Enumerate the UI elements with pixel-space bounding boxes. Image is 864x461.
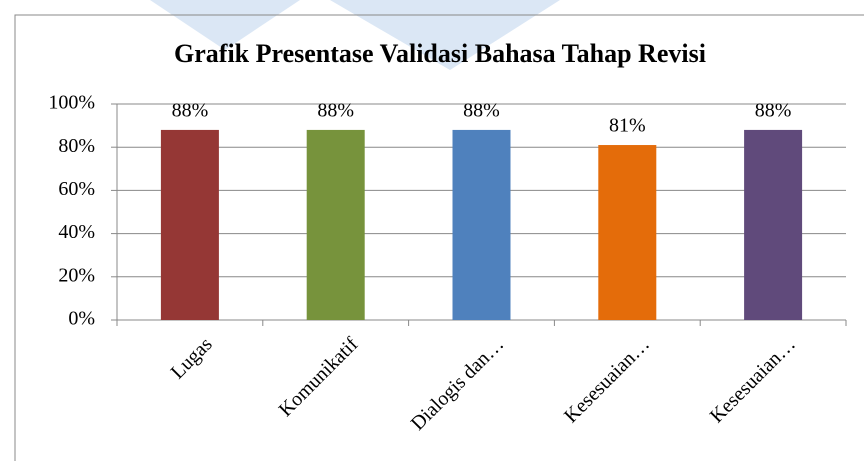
x-tick-label: Dialogis dan… xyxy=(407,333,509,435)
chart-frame xyxy=(14,14,864,461)
x-tick-label: Lugas xyxy=(167,333,217,383)
data-label: 81% xyxy=(609,115,646,137)
x-tick-label: Komunikatif xyxy=(275,333,363,421)
bar xyxy=(306,129,365,320)
chart-title: Grafik Presentase Validasi Bahasa Tahap … xyxy=(174,39,706,68)
y-tick-label: 80% xyxy=(58,135,95,157)
y-tick-label: 40% xyxy=(58,221,95,243)
bar xyxy=(744,129,803,320)
data-label: 88% xyxy=(755,100,792,122)
watermark xyxy=(330,0,560,70)
watermark xyxy=(150,0,300,50)
x-tick-label: Kesesuaian… xyxy=(706,333,800,427)
y-tick-label: 0% xyxy=(68,308,95,330)
data-label: 88% xyxy=(172,100,209,122)
bar xyxy=(452,129,511,320)
bar xyxy=(598,145,657,320)
x-tick-label: Kesesuaian… xyxy=(560,333,654,427)
data-label: 88% xyxy=(463,100,500,122)
y-tick-label: 60% xyxy=(58,178,95,200)
bar xyxy=(160,129,219,320)
y-tick-label: 20% xyxy=(58,264,95,286)
data-label: 88% xyxy=(317,100,354,122)
y-tick-label: 100% xyxy=(48,92,95,114)
